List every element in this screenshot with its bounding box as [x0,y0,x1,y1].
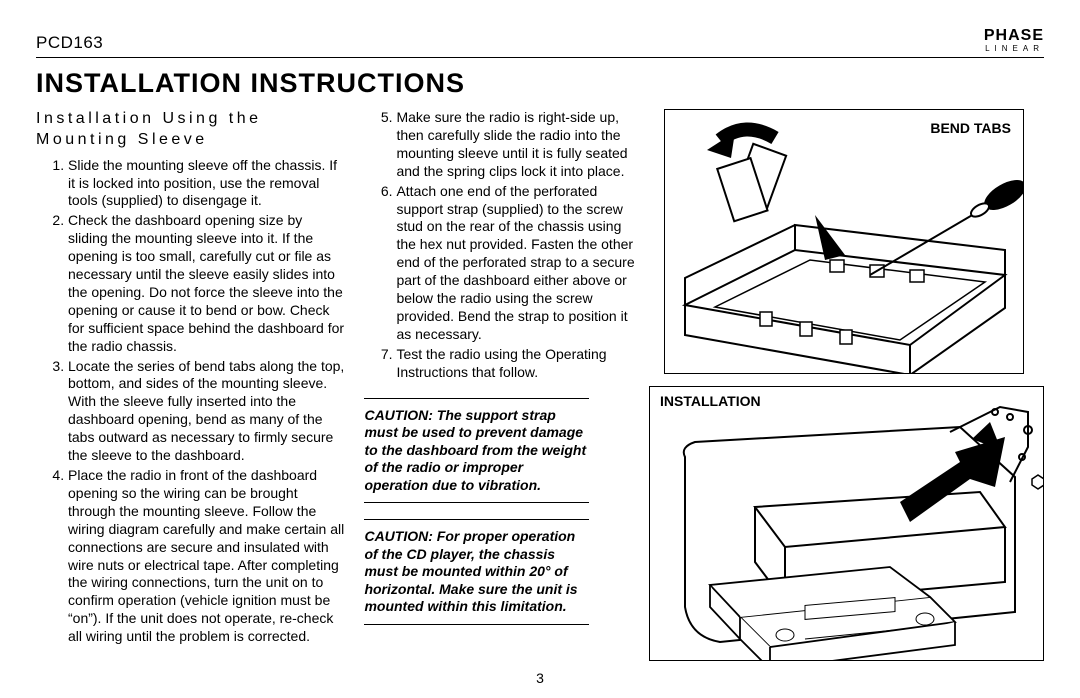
bend-arrow-icon [707,129,786,221]
caution-rule [364,624,589,625]
step-item: Test the radio using the Operating Instr… [396,346,644,382]
header-rule [36,57,1044,58]
steps-list-1: Slide the mounting sleeve off the chassi… [36,157,344,646]
caution-block-1: CAUTION: The support strap must be used … [364,398,589,504]
caution-rule [364,502,589,503]
caution-text: CAUTION: For proper operation of the CD … [364,528,589,616]
brand-name: PHASE [984,28,1044,44]
step-item: Slide the mounting sleeve off the chassi… [68,157,344,211]
column-1: Installation Using the Mounting Sleeve S… [36,109,344,661]
brand-logo: PHASE LINEAR [984,28,1044,53]
step-item: Locate the series of bend tabs along the… [68,358,344,465]
step-item: Place the radio in front of the dashboar… [68,467,344,646]
caution-rule [364,398,589,399]
figure-label: BEND TABS [930,120,1011,138]
column-3: BEND TABS [664,109,1044,661]
caution-text: CAUTION: The support strap must be used … [364,407,589,495]
insert-arrow-icon [900,437,1005,522]
figure-bend-tabs: BEND TABS [664,109,1024,374]
steps-list-2: Make sure the radio is right-side up, th… [364,109,644,382]
step-item: Check the dashboard opening size by slid… [68,212,344,355]
page-title: INSTALLATION INSTRUCTIONS [36,68,1044,99]
brand-subtitle: LINEAR [984,45,1044,53]
step-item: Make sure the radio is right-side up, th… [396,109,644,181]
installation-illustration [650,387,1044,661]
figure-installation: INSTALLATION [649,386,1044,661]
caution-rule [364,519,589,520]
caution-block-2: CAUTION: For proper operation of the CD … [364,519,589,625]
figure-label: INSTALLATION [660,393,761,411]
model-number: PCD163 [36,33,103,53]
page-number: 3 [0,670,1080,686]
section-subhead: Installation Using the Mounting Sleeve [36,109,344,151]
column-2: Make sure the radio is right-side up, th… [364,109,644,661]
bend-tabs-illustration [665,110,1024,374]
step-item: Attach one end of the perforated support… [396,183,644,344]
